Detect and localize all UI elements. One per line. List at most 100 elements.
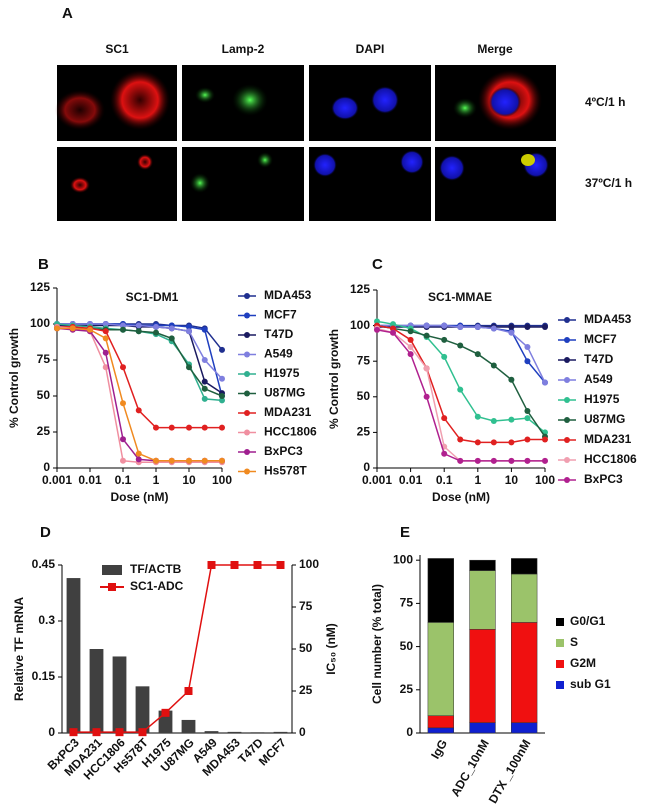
y-tick-label: 100 <box>393 552 413 566</box>
micrographs <box>55 65 556 221</box>
data-point <box>474 413 481 420</box>
data-point <box>135 328 142 335</box>
row-label: 4ºC/1 h <box>585 95 625 109</box>
bar-segment <box>469 570 496 630</box>
panel-label: C <box>372 256 383 273</box>
legend-label: H1975 <box>584 392 620 406</box>
bar <box>89 649 104 733</box>
row-label: 37ºC/1 h <box>585 176 632 190</box>
y-tick-label: 0 <box>299 725 306 739</box>
x-tick-label: 0.001 <box>42 473 72 487</box>
data-point <box>390 329 397 336</box>
legend-marker <box>244 371 250 377</box>
legend-marker <box>244 429 250 436</box>
data-point <box>490 457 497 464</box>
series-line <box>376 320 546 433</box>
data-point <box>87 326 93 333</box>
data-point <box>457 457 464 464</box>
data-point <box>423 332 430 339</box>
data-point <box>441 336 448 343</box>
y-tick-label: 25 <box>400 682 414 696</box>
data-point <box>186 328 192 335</box>
legend-marker <box>244 332 250 338</box>
legend-label: H1975 <box>264 366 300 380</box>
legend-swatch <box>556 681 564 689</box>
x-tick-label: 1 <box>153 473 160 487</box>
panel-label: B <box>38 256 49 273</box>
data-point <box>115 728 124 737</box>
data-point <box>135 456 142 463</box>
x-axis-label: Dose (nM) <box>111 490 169 504</box>
bar <box>273 731 288 733</box>
data-point <box>54 325 60 332</box>
data-point <box>542 436 548 443</box>
data-point <box>135 322 142 329</box>
data-point <box>423 322 430 329</box>
data-point <box>457 436 464 443</box>
data-point <box>201 378 208 385</box>
data-point <box>219 346 225 353</box>
legend-marker <box>108 583 116 591</box>
series-line <box>57 327 222 462</box>
legend-label: U87MG <box>264 386 305 400</box>
data-point <box>407 351 414 358</box>
data-point <box>184 687 193 695</box>
data-point <box>524 408 531 415</box>
legend-label: MDA231 <box>584 432 632 446</box>
data-point <box>201 326 208 333</box>
data-point <box>120 322 126 329</box>
y-tick-label: 50 <box>37 388 51 402</box>
y-tick-label: 50 <box>299 641 313 655</box>
data-point <box>207 561 216 569</box>
data-point <box>69 325 76 332</box>
data-point <box>102 364 109 371</box>
x-tick-label: DTX _100nM <box>486 737 534 805</box>
legend-marker <box>244 468 250 475</box>
legend-label: MDA453 <box>264 288 312 302</box>
legend-label: HCC1806 <box>584 452 637 466</box>
data-point <box>374 326 380 333</box>
data-point <box>457 324 464 331</box>
y-tick-label: 0 <box>363 460 370 474</box>
data-point <box>407 343 414 350</box>
bar-segment <box>511 573 538 623</box>
data-point <box>457 342 464 349</box>
data-point <box>524 343 531 350</box>
chart-title: SC1-DM1 <box>126 290 179 304</box>
x-tick-label: IgG <box>428 737 450 761</box>
data-point <box>138 728 147 737</box>
data-point <box>490 418 497 425</box>
y-tick-label: 50 <box>357 389 371 403</box>
x-tick-label: 0.1 <box>436 473 453 487</box>
y-tick-label: 25 <box>37 424 51 438</box>
bar-segment <box>469 722 496 734</box>
bar-segment <box>469 629 496 723</box>
legend-marker <box>564 377 570 383</box>
data-point <box>390 325 397 332</box>
legend-label: BxPC3 <box>584 472 623 486</box>
legend-marker <box>244 293 250 299</box>
data-point <box>374 318 380 325</box>
data-point <box>542 379 548 386</box>
bar-segment <box>511 722 538 734</box>
bar <box>112 656 127 733</box>
legend-label: T47D <box>584 352 614 366</box>
x-tick-label: ADC_10nM <box>448 737 492 799</box>
data-point <box>407 336 414 343</box>
data-point <box>474 439 481 446</box>
y-tick-label: 75 <box>299 599 313 613</box>
panel-label: D <box>40 524 51 541</box>
data-point <box>524 457 531 464</box>
y-tick-label: 50 <box>400 639 414 653</box>
legend-marker <box>564 337 570 343</box>
data-point <box>490 439 497 446</box>
data-point <box>542 457 548 464</box>
data-point <box>219 393 225 399</box>
bar-segment <box>511 622 538 723</box>
data-point <box>153 424 159 431</box>
legend-marker <box>564 397 570 403</box>
data-point <box>490 362 497 369</box>
y-axis-label: Cell number (% total) <box>370 584 384 704</box>
legend-label: A549 <box>584 372 613 386</box>
